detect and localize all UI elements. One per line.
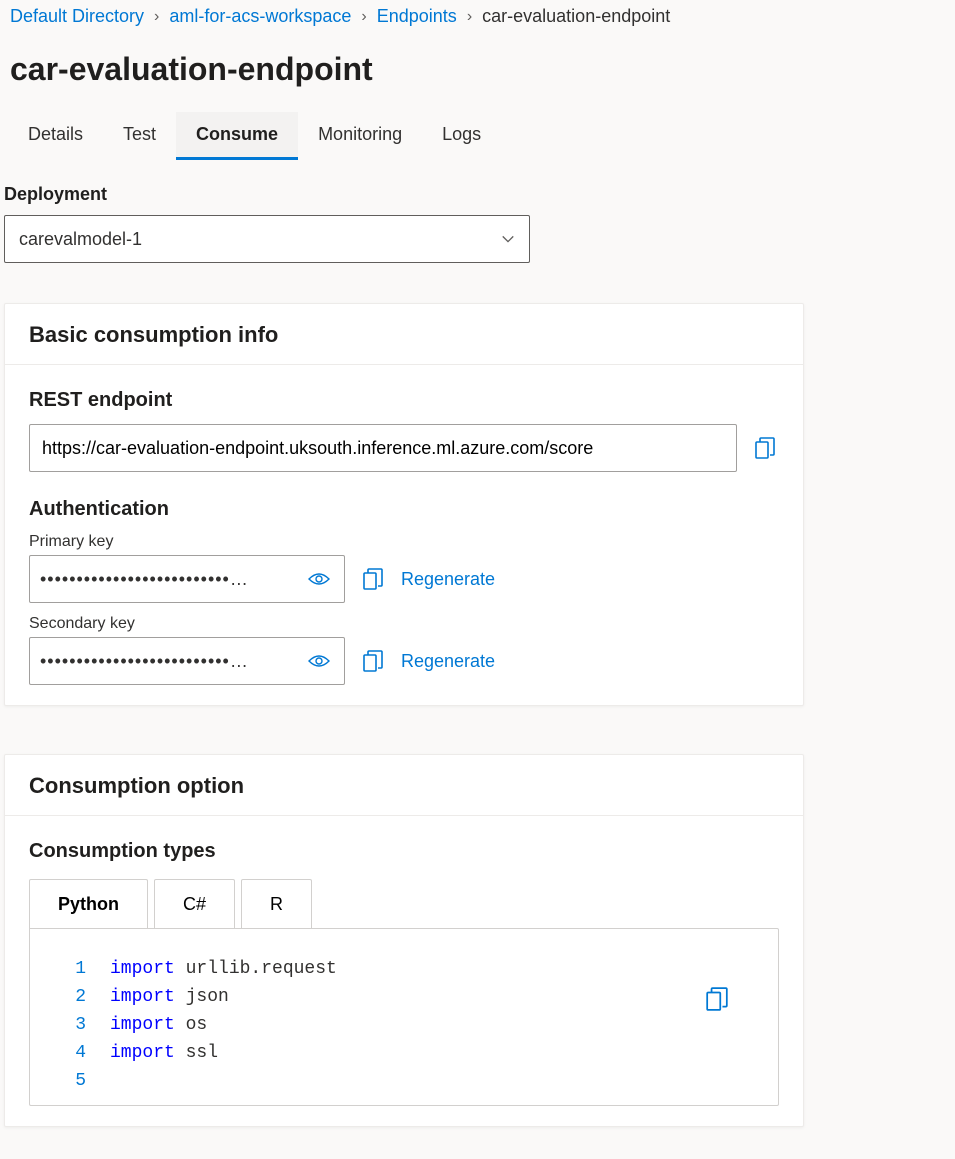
line-number: 2 [30, 983, 110, 1011]
line-content: import urllib.request [110, 955, 778, 983]
chevron-right-icon: › [154, 8, 159, 26]
secondary-key-label: Secondary key [29, 615, 779, 633]
copy-primary-key-button[interactable] [359, 564, 387, 594]
basic-consumption-heading: Basic consumption info [5, 304, 803, 365]
tab-test[interactable]: Test [103, 112, 176, 160]
show-secondary-key-button[interactable] [304, 650, 334, 672]
deployment-selected-value: carevalmodel-1 [19, 229, 142, 250]
code-tab-r[interactable]: R [241, 879, 312, 929]
line-content [110, 1067, 778, 1095]
deployment-label: Deployment [0, 160, 955, 215]
breadcrumb-link-workspace[interactable]: aml-for-acs-workspace [169, 6, 351, 27]
breadcrumb-current: car-evaluation-endpoint [482, 6, 670, 27]
code-line: 4import ssl [30, 1039, 778, 1067]
chevron-right-icon: › [361, 8, 366, 26]
line-content: import json [110, 983, 778, 1011]
code-line: 2import json [30, 983, 778, 1011]
tab-bar: Details Test Consume Monitoring Logs [0, 112, 955, 160]
line-number: 3 [30, 1011, 110, 1039]
code-tab-csharp[interactable]: C# [154, 879, 235, 929]
tab-details[interactable]: Details [8, 112, 103, 160]
line-number: 5 [30, 1067, 110, 1095]
consumption-option-card: Consumption option Consumption types Pyt… [4, 754, 804, 1127]
copy-rest-endpoint-button[interactable] [751, 433, 779, 463]
deployment-dropdown[interactable]: carevalmodel-1 [4, 215, 530, 263]
line-number: 1 [30, 955, 110, 983]
primary-key-field[interactable]: ••••••••••••••••••••••••••… [29, 555, 345, 603]
page-title: car-evaluation-endpoint [0, 33, 955, 112]
secondary-key-value: ••••••••••••••••••••••••••… [40, 651, 304, 672]
copy-secondary-key-button[interactable] [359, 646, 387, 676]
rest-endpoint-input[interactable] [29, 424, 737, 472]
show-primary-key-button[interactable] [304, 568, 334, 590]
basic-consumption-card: Basic consumption info REST endpoint Aut… [4, 303, 804, 706]
line-content: import ssl [110, 1039, 778, 1067]
code-language-tabs: Python C# R [29, 879, 779, 929]
secondary-key-field[interactable]: ••••••••••••••••••••••••••… [29, 637, 345, 685]
regenerate-secondary-key-button[interactable]: Regenerate [401, 651, 495, 672]
code-tab-python[interactable]: Python [29, 879, 148, 929]
tab-consume[interactable]: Consume [176, 112, 298, 160]
breadcrumb: Default Directory › aml-for-acs-workspac… [0, 0, 955, 33]
tab-logs[interactable]: Logs [422, 112, 501, 160]
primary-key-value: ••••••••••••••••••••••••••… [40, 569, 304, 590]
line-content: import os [110, 1011, 778, 1039]
copy-code-button[interactable] [706, 987, 728, 1011]
tab-monitoring[interactable]: Monitoring [298, 112, 422, 160]
code-line: 5 [30, 1067, 778, 1095]
code-line: 1import urllib.request [30, 955, 778, 983]
breadcrumb-link-endpoints[interactable]: Endpoints [377, 6, 457, 27]
chevron-down-icon [501, 232, 515, 246]
consumption-types-label: Consumption types [29, 840, 779, 863]
code-line: 3import os [30, 1011, 778, 1039]
breadcrumb-link-directory[interactable]: Default Directory [10, 6, 144, 27]
primary-key-label: Primary key [29, 533, 779, 551]
chevron-right-icon: › [467, 8, 472, 26]
code-sample-area: 1import urllib.request2import json3impor… [29, 928, 779, 1106]
line-number: 4 [30, 1039, 110, 1067]
authentication-label: Authentication [29, 498, 779, 521]
consumption-option-heading: Consumption option [5, 755, 803, 816]
rest-endpoint-label: REST endpoint [29, 389, 779, 412]
regenerate-primary-key-button[interactable]: Regenerate [401, 569, 495, 590]
